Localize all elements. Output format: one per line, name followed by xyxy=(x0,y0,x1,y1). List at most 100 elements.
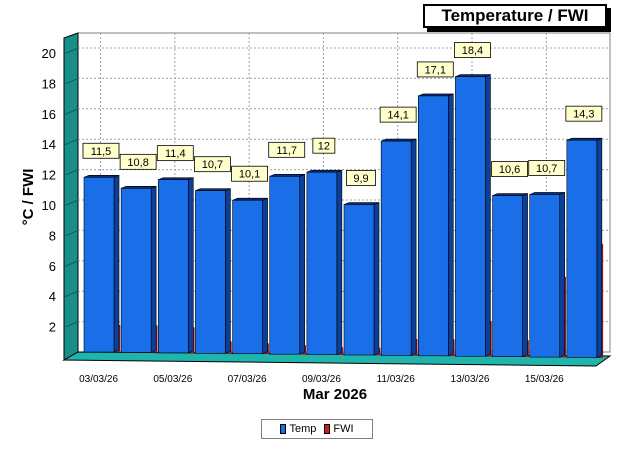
bar-temp-side xyxy=(596,137,603,358)
bar-temp-side xyxy=(150,185,157,353)
wall-grid-line xyxy=(63,321,79,329)
bar-temp xyxy=(380,140,412,356)
wall-grid-line xyxy=(63,77,79,85)
data-label-box xyxy=(194,156,231,173)
y-tick-label: 20 xyxy=(42,46,56,61)
data-label-box xyxy=(528,160,566,176)
x-tick-label: 07/03/26 xyxy=(228,374,267,385)
x-tick-label: 15/03/26 xyxy=(525,374,564,385)
wall-grid-line xyxy=(63,199,79,207)
bar-temp-side xyxy=(225,188,231,354)
bar-temp xyxy=(492,195,523,357)
bar-temp-side xyxy=(373,202,380,356)
bar-temp xyxy=(566,139,598,358)
bar-temp-top xyxy=(269,174,305,177)
data-label-box xyxy=(491,161,528,177)
wall-grid-line xyxy=(63,108,79,116)
legend-swatch-temp xyxy=(280,424,287,434)
bar-temp xyxy=(417,95,449,357)
data-label-box xyxy=(119,153,157,170)
bar-temp xyxy=(306,171,338,355)
bar-temp-side xyxy=(485,74,491,357)
data-label: 12 xyxy=(318,141,330,153)
y-axis-title: °C / FWI xyxy=(20,169,37,226)
bar-temp xyxy=(83,176,115,353)
bar-temp xyxy=(120,188,152,353)
bar-temp-side xyxy=(336,169,343,356)
bar-temp-side xyxy=(113,174,120,353)
bar-temp xyxy=(343,204,375,356)
x-tick-label: 03/03/26 xyxy=(79,374,118,385)
y-tick-label: 12 xyxy=(42,168,56,183)
data-label-box xyxy=(82,142,120,159)
y-tick-label: 10 xyxy=(42,198,56,213)
data-label-box xyxy=(379,106,417,123)
wall-grid-line xyxy=(63,290,79,298)
bar-temp xyxy=(157,179,189,354)
wall-grid-line xyxy=(63,229,79,237)
x-tick-label: 13/03/26 xyxy=(451,374,490,385)
data-label: 10,6 xyxy=(499,164,520,176)
wall-grid-line xyxy=(63,260,79,268)
legend-item-fwi: FWI xyxy=(324,423,354,435)
data-label-box xyxy=(231,165,268,182)
bar-temp-side xyxy=(299,173,306,355)
y-tick-label: 8 xyxy=(49,228,56,243)
bar-temp-side xyxy=(559,192,566,358)
bar-temp-top xyxy=(343,202,380,205)
data-label: 18,4 xyxy=(462,45,483,57)
data-labels: 11,5 10,8 11,4 10,7 10,1 11,7 12 9,9 14,1 17,1 18,… xyxy=(82,42,603,186)
bar-temp xyxy=(269,176,301,355)
y-tick-label: 16 xyxy=(42,107,56,122)
bar-temp-side xyxy=(522,193,528,358)
data-label-box xyxy=(156,145,194,162)
data-label: 11,5 xyxy=(91,146,112,158)
y-tick-label: 6 xyxy=(49,259,56,274)
bar-temp-side xyxy=(410,138,417,356)
wall-grid-line xyxy=(63,138,79,146)
data-label: 17,1 xyxy=(425,64,446,76)
bar-temp xyxy=(529,194,561,358)
y-axis: 2 4 6 8 10 12 14 16 18 20 xyxy=(42,46,56,335)
bar-temp-side xyxy=(262,197,268,355)
x-tick-label: 05/03/26 xyxy=(153,374,192,385)
data-label-box xyxy=(268,141,306,158)
legend-label-temp: Temp xyxy=(289,423,317,435)
bar-temp-top xyxy=(83,174,120,178)
chart-title: Temperature / FWI xyxy=(423,4,607,28)
bar-temp-side xyxy=(447,93,454,357)
legend-swatch-fwi xyxy=(324,424,331,434)
bar-temp xyxy=(455,76,486,357)
data-label: 11,4 xyxy=(165,148,186,160)
data-label: 11,7 xyxy=(276,145,297,157)
data-label-box xyxy=(312,137,336,154)
data-label: 14,3 xyxy=(573,109,594,121)
bar-temp xyxy=(232,199,263,355)
data-label-box xyxy=(416,61,454,78)
bar-temp-side xyxy=(187,177,194,354)
x-axis: 03/03/26 05/03/26 07/03/26 09/03/26 11/03/26… xyxy=(79,374,564,385)
data-label: 10,7 xyxy=(202,159,223,171)
y-tick-label: 18 xyxy=(42,76,56,91)
bar-temp xyxy=(195,190,226,354)
legend: Temp FWI xyxy=(261,419,373,439)
data-label: 9,9 xyxy=(353,173,368,185)
data-label-box xyxy=(565,105,603,122)
wall-grid-line xyxy=(63,47,79,55)
y-tick-label: 14 xyxy=(42,137,56,152)
bar-temp-top xyxy=(232,197,268,201)
data-label: 10,1 xyxy=(239,169,260,181)
y-tick-label: 4 xyxy=(49,289,56,304)
data-label: 10,8 xyxy=(127,157,148,169)
data-label-box xyxy=(346,170,376,186)
x-tick-label: 09/03/26 xyxy=(302,374,341,385)
left-wall xyxy=(63,32,79,361)
data-label: 14,1 xyxy=(387,110,408,122)
wall-grid-line xyxy=(63,169,79,177)
bars xyxy=(83,74,604,358)
legend-label-fwi: FWI xyxy=(333,423,354,435)
data-label: 10,7 xyxy=(536,163,557,175)
data-label-box xyxy=(454,42,491,58)
x-axis-title: Mar 2026 xyxy=(303,386,367,403)
